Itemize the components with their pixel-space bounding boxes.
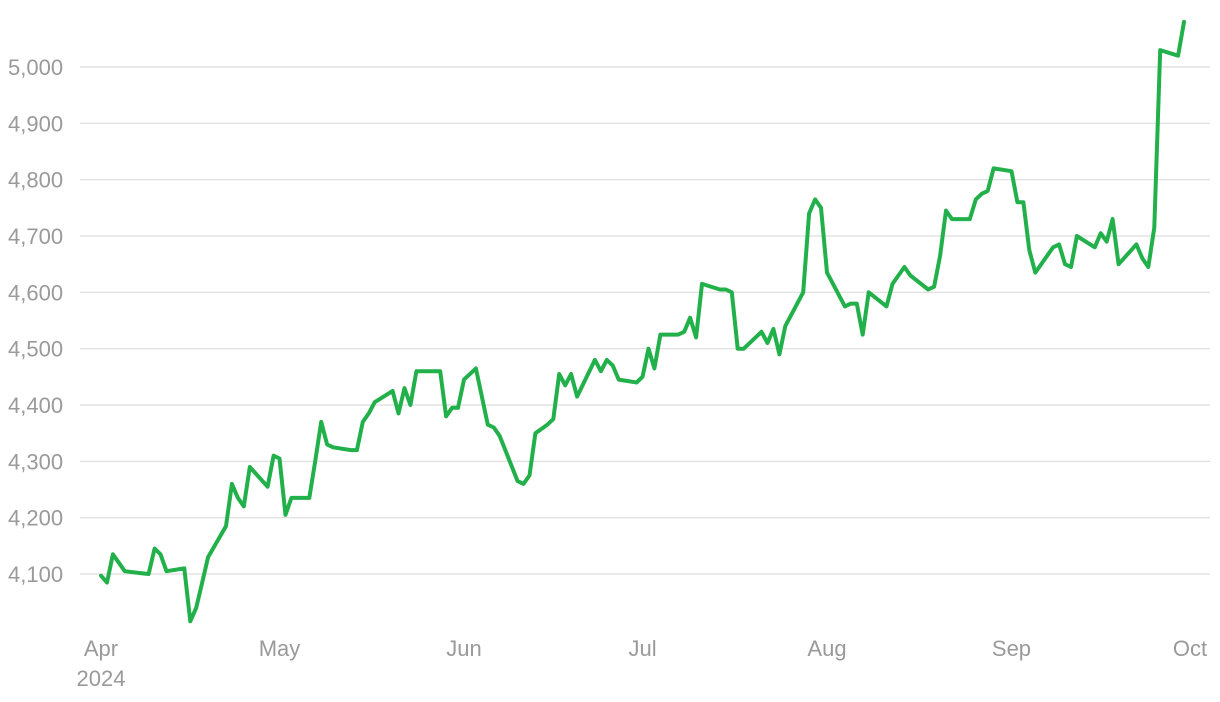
y-tick-label: 4,800 bbox=[8, 168, 63, 193]
gridlines bbox=[80, 66, 1210, 575]
x-tick-label: Oct bbox=[1173, 636, 1207, 661]
x-tick-label: Jun bbox=[446, 636, 481, 661]
y-axis-tick-labels: 4,100 4,200 4,300 4,400 4,500 4,600 4,700 4,800… bbox=[8, 55, 63, 587]
y-tick-label: 4,600 bbox=[8, 280, 63, 305]
x-tick-label: May bbox=[259, 636, 301, 661]
series-line-0 bbox=[99, 19, 1186, 624]
y-tick-label: 4,400 bbox=[8, 393, 63, 418]
x-tick-sublabel: 2024 bbox=[77, 666, 126, 691]
y-tick-label: 4,900 bbox=[8, 111, 63, 136]
x-tick-label: Aug bbox=[807, 636, 846, 661]
y-tick-label: 4,500 bbox=[8, 337, 63, 362]
x-tick-label: Apr bbox=[84, 636, 118, 661]
y-tick-label: 5,000 bbox=[8, 55, 63, 80]
y-tick-label: 4,300 bbox=[8, 449, 63, 474]
y-tick-label: 4,700 bbox=[8, 224, 63, 249]
y-tick-label: 4,200 bbox=[8, 506, 63, 531]
x-tick-label: Sep bbox=[992, 636, 1031, 661]
x-axis-tick-labels: Apr 2024 May Jun Jul Aug Sep Oct bbox=[77, 636, 1208, 691]
x-tick-label: Jul bbox=[628, 636, 656, 661]
y-tick-label: 4,100 bbox=[8, 562, 63, 587]
series-group bbox=[99, 19, 1186, 624]
